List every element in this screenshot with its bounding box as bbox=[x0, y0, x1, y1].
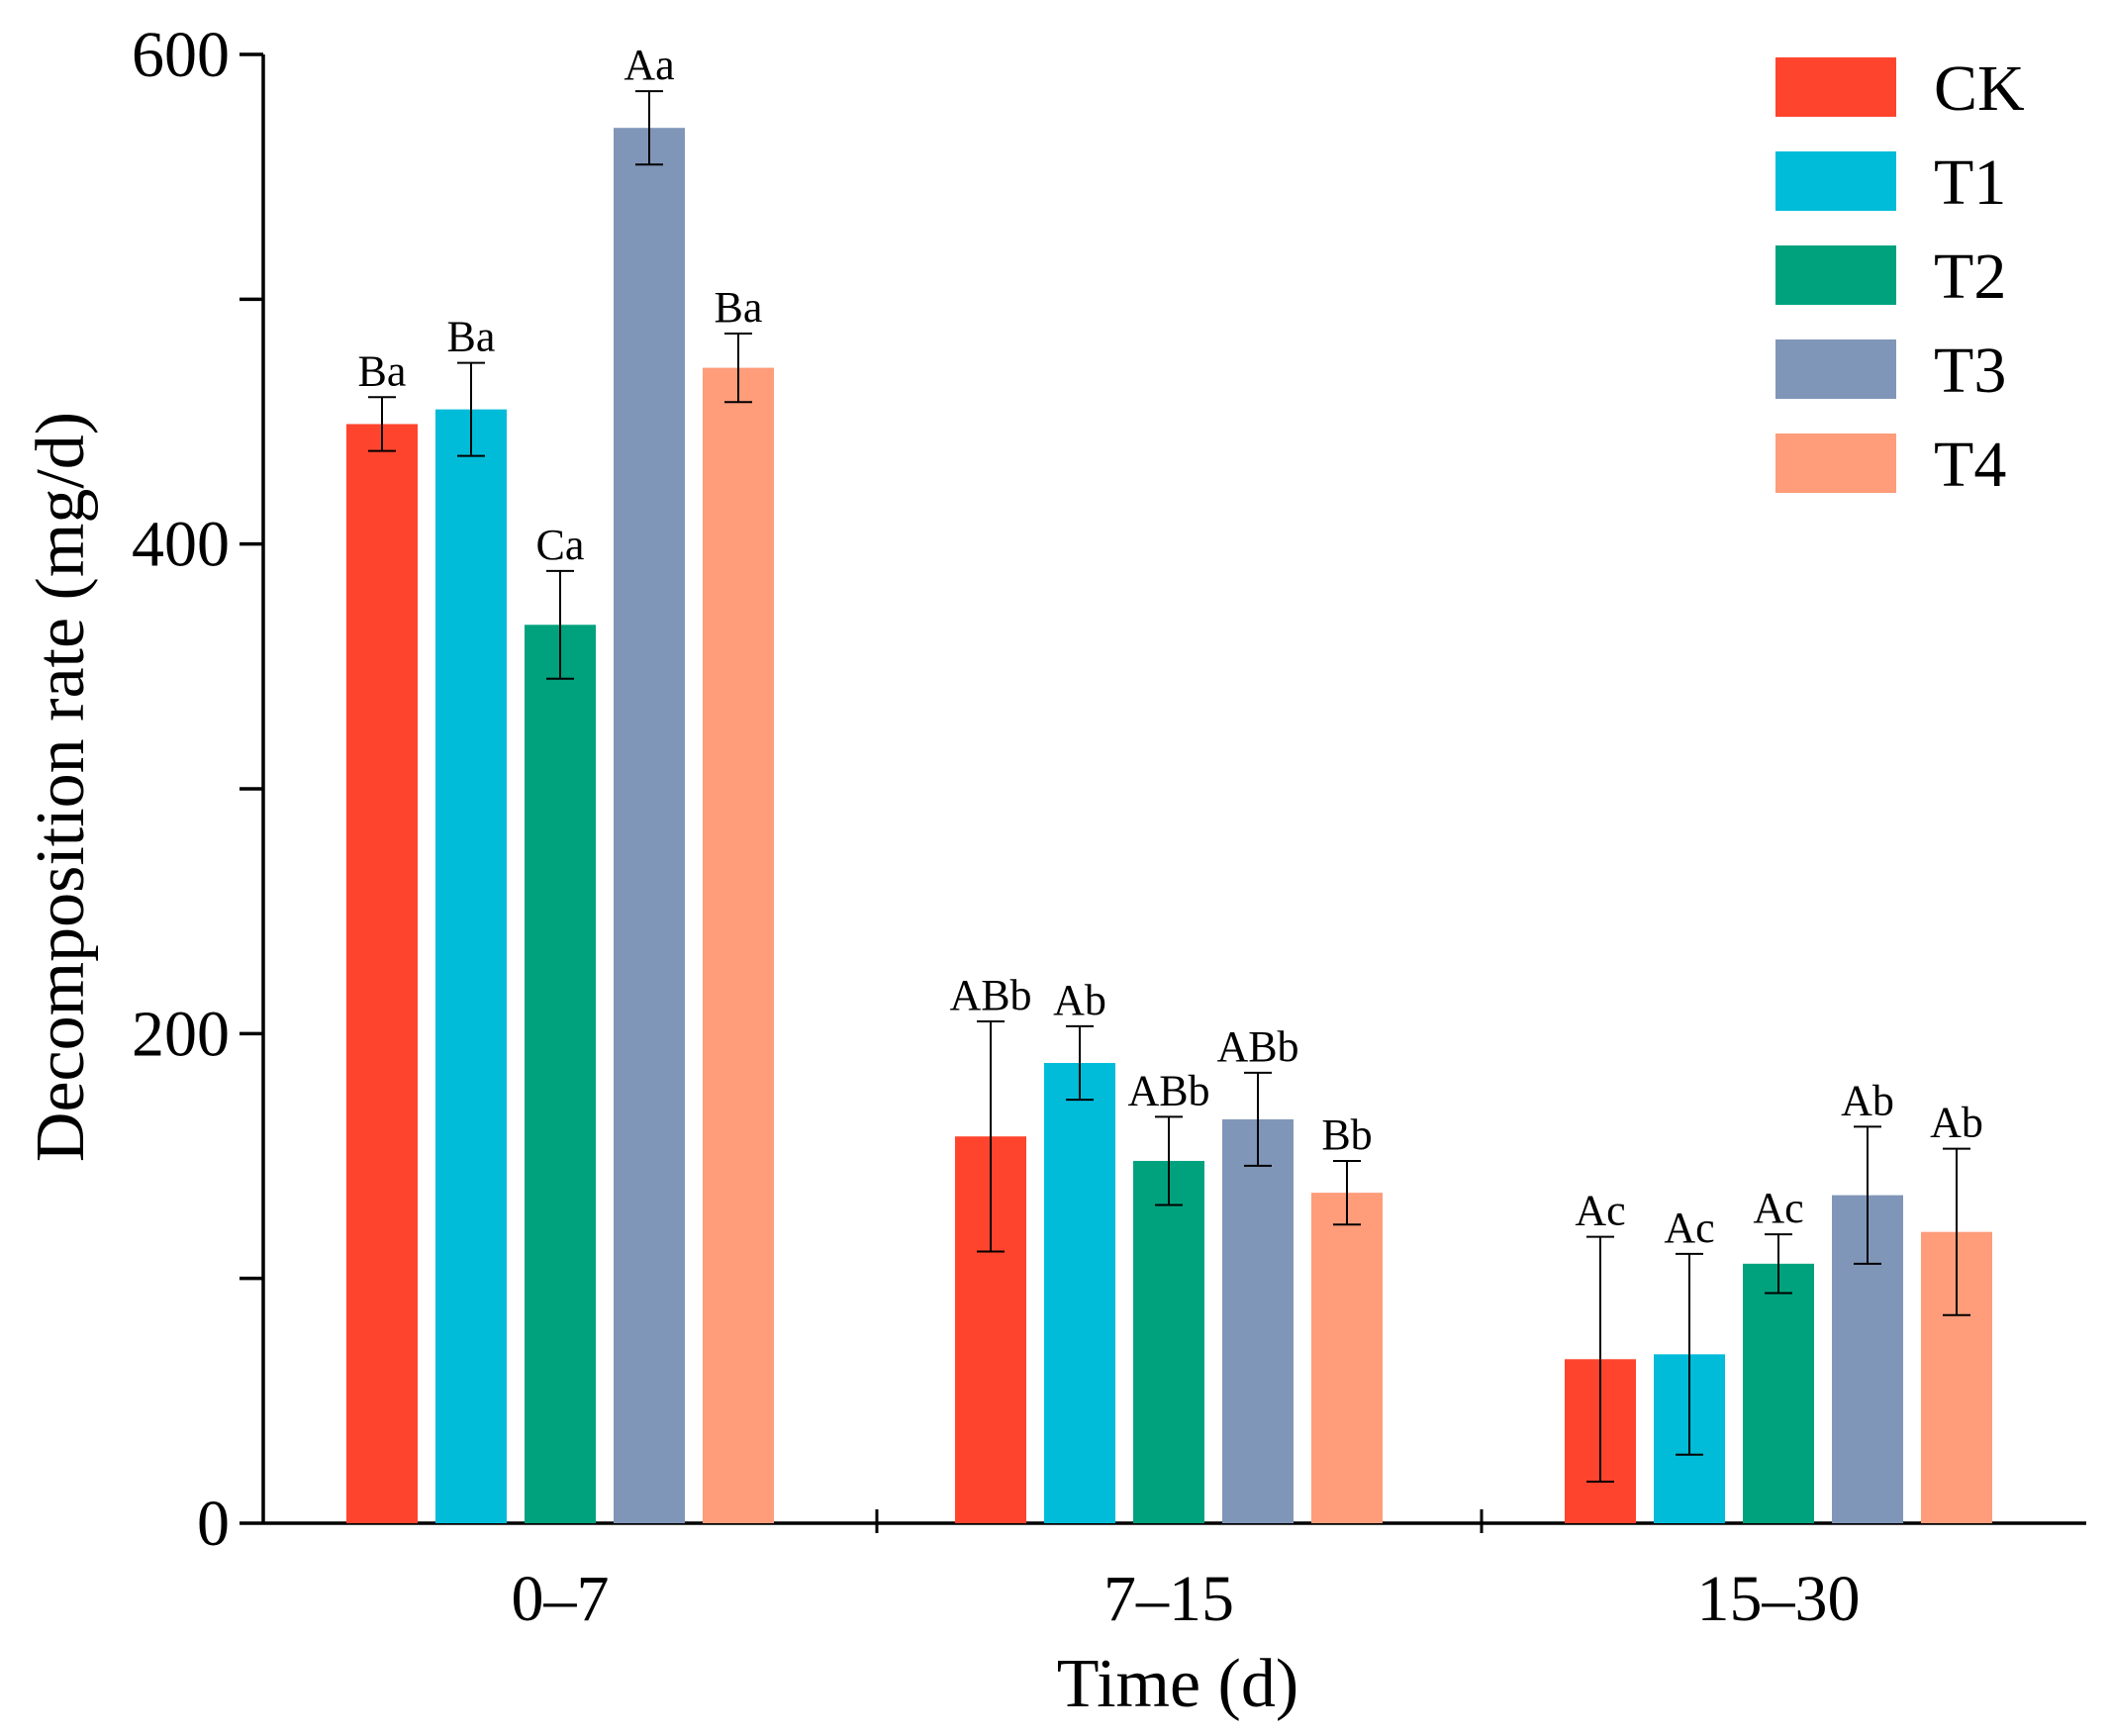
y-axis-title: Decomposition rate (mg/d) bbox=[23, 412, 99, 1162]
significance-label: Ab bbox=[1930, 1099, 1983, 1147]
legend-swatch bbox=[1775, 434, 1896, 493]
significance-label: Ca bbox=[536, 521, 585, 569]
bar bbox=[614, 128, 685, 1524]
significance-label: Ba bbox=[715, 283, 763, 332]
significance-label: Bb bbox=[1321, 1110, 1372, 1159]
bar bbox=[1222, 1118, 1294, 1523]
bar bbox=[1311, 1193, 1383, 1523]
y-tick-label: 400 bbox=[132, 509, 230, 581]
significance-label: Ab bbox=[1053, 976, 1106, 1024]
legend-swatch bbox=[1775, 57, 1896, 117]
legend-label: T3 bbox=[1934, 335, 2006, 407]
bar bbox=[435, 409, 507, 1524]
x-tick-label: 0–7 bbox=[512, 1563, 610, 1635]
significance-label: Ba bbox=[447, 313, 496, 361]
x-tick-label: 15–30 bbox=[1697, 1563, 1861, 1635]
bar bbox=[1133, 1160, 1204, 1523]
significance-label: Ab bbox=[1841, 1076, 1894, 1124]
significance-label: Ba bbox=[358, 346, 407, 395]
y-axis: 0 200 400 600 bbox=[132, 19, 265, 1560]
y-tick-label: 600 bbox=[132, 19, 230, 91]
legend-label: T2 bbox=[1934, 241, 2006, 313]
significance-label: ABb bbox=[949, 971, 1031, 1019]
legend-swatch bbox=[1775, 339, 1896, 399]
significance-label: Ac bbox=[1575, 1187, 1625, 1235]
significance-label: ABb bbox=[1127, 1066, 1209, 1114]
significance-label: Ac bbox=[1753, 1184, 1803, 1232]
legend-swatch bbox=[1775, 245, 1896, 305]
legend-label: T1 bbox=[1934, 146, 2006, 219]
legend-label: T4 bbox=[1934, 429, 2006, 501]
bar-groups: Ba ABb Ac Ba Ab Ac Ca ABb Ac Aa ABb Ab Ba Bb Ab bbox=[346, 41, 1992, 1524]
bar bbox=[703, 367, 774, 1523]
bar bbox=[1743, 1263, 1814, 1523]
legend-label: CK bbox=[1934, 52, 2025, 125]
legend: CK T1 T2 T3 T4 bbox=[1775, 52, 2025, 501]
y-tick-label: 200 bbox=[132, 998, 230, 1070]
significance-label: Ac bbox=[1664, 1204, 1714, 1252]
y-tick-label: 0 bbox=[197, 1488, 230, 1560]
significance-label: Aa bbox=[623, 41, 674, 89]
x-tick-label: 7–15 bbox=[1103, 1563, 1234, 1635]
bar bbox=[346, 424, 418, 1523]
bar bbox=[525, 625, 596, 1523]
significance-label: ABb bbox=[1216, 1022, 1298, 1071]
x-axis-title: Time (d) bbox=[1057, 1646, 1298, 1722]
legend-swatch bbox=[1775, 151, 1896, 211]
bar bbox=[1044, 1063, 1115, 1523]
